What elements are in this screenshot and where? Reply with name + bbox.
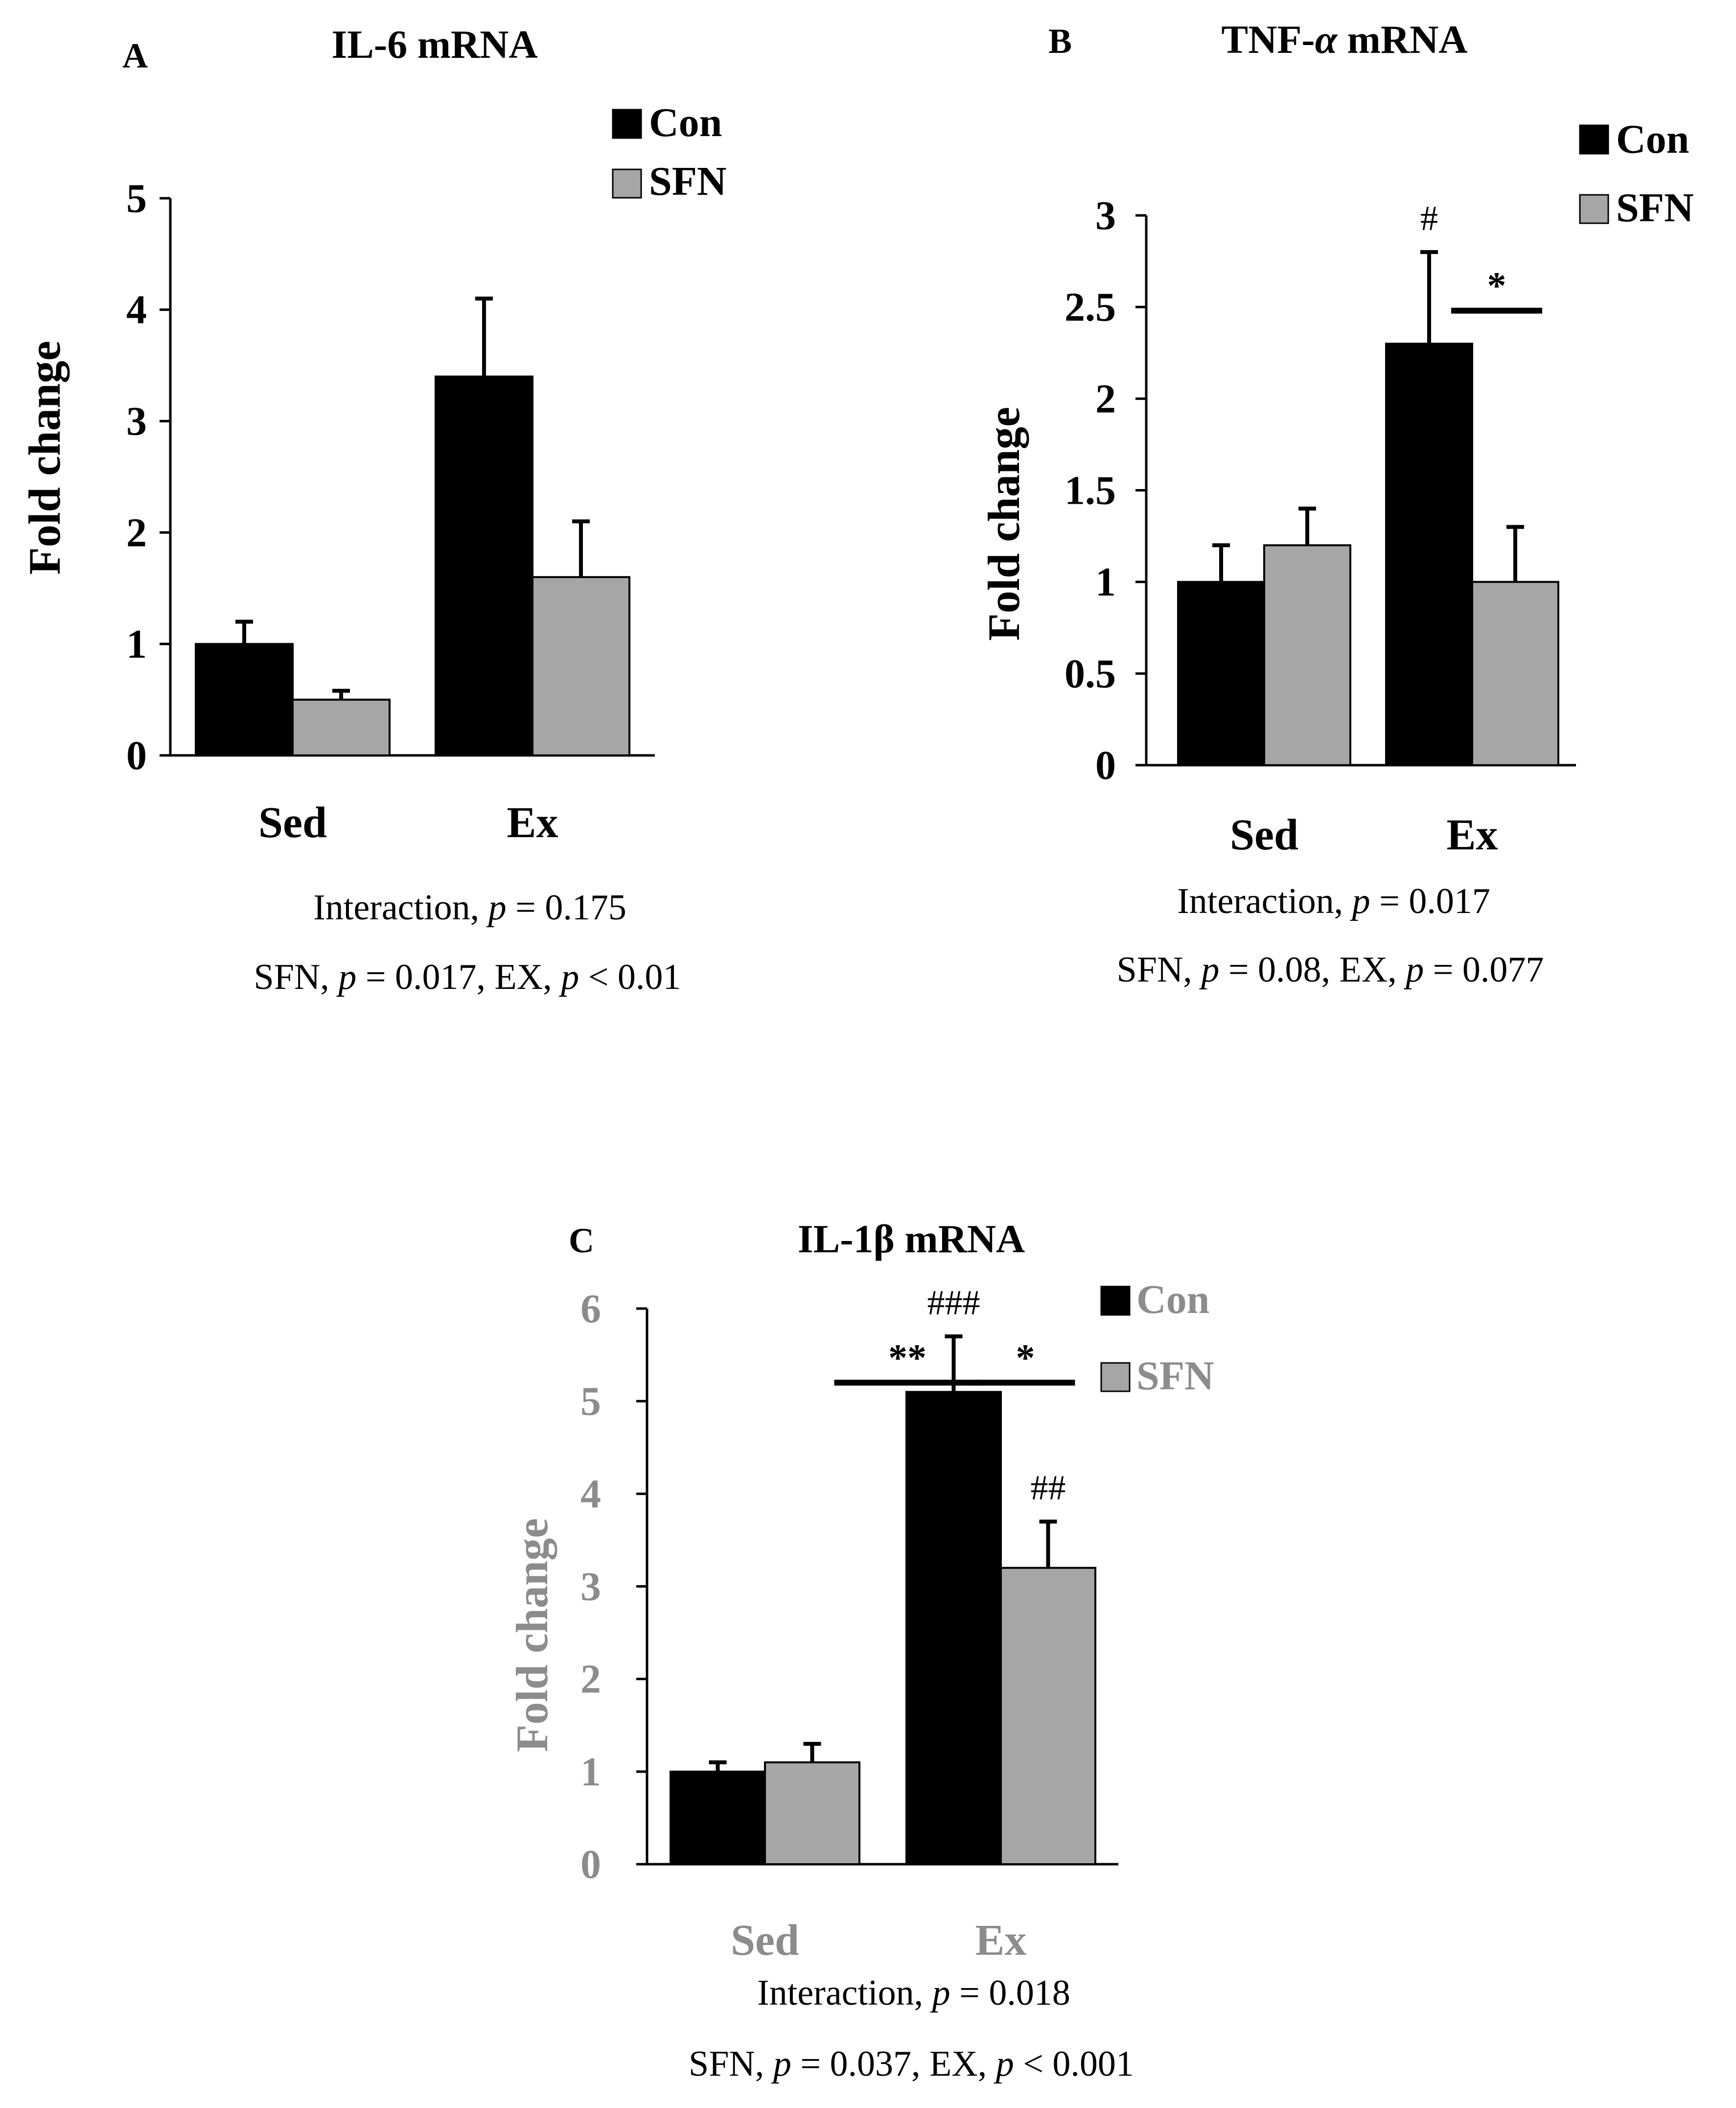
x-category-label: Sed: [1230, 811, 1298, 859]
bar-sfn-ex: [1000, 1567, 1096, 1866]
x-category-label: Ex: [507, 798, 558, 847]
x-category-label: Ex: [975, 1916, 1026, 1965]
y-tick-label: 3: [126, 398, 147, 444]
y-tick-label: 1: [1095, 560, 1116, 605]
significance-star: **: [888, 1336, 926, 1379]
bar-con-ex: [905, 1391, 1002, 1865]
significance-star: *: [1487, 264, 1506, 307]
y-tick-label: 0.5: [1065, 651, 1116, 697]
y-tick-label: 5: [126, 176, 147, 221]
legend-swatch-con: [1579, 124, 1609, 155]
panel-c-legend: Con SFN: [1100, 1277, 1214, 1399]
panel-a-stats-line-1: Interaction, p = 0.175: [313, 888, 626, 928]
panel-b-stats-line-2: SFN, p = 0.08, EX, p = 0.077: [1117, 950, 1544, 990]
panel-c-letter: C: [569, 1221, 594, 1260]
legend-label-sfn: SFN: [649, 159, 727, 204]
panel-a-legend: Con SFN: [612, 100, 727, 204]
legend-label-con: Con: [1136, 1277, 1209, 1322]
y-tick-label: 0: [1095, 743, 1116, 788]
panel-b-title: TNF-α mRNA: [1221, 17, 1467, 62]
panel-a-y-axis-title: Fold change: [20, 341, 69, 575]
x-category-label: Ex: [1446, 811, 1498, 859]
panel-c-stats-line-2: SFN, p = 0.037, EX, p < 0.001: [689, 2044, 1134, 2084]
legend-label-sfn: SFN: [1136, 1353, 1214, 1399]
y-tick-label: 6: [580, 1286, 601, 1332]
y-tick-label: 1.5: [1065, 468, 1116, 514]
panel-b-plot-area: 0 0.5 1 1.5 2 2.5 3 Sed Ex # *: [1065, 193, 1576, 859]
legend-swatch-sfn: [1579, 194, 1609, 224]
legend-label-con: Con: [1616, 117, 1689, 162]
panel-b-chart: B TNF-α mRNA Fold change Con SFN 0 0.5 1 1.…: [979, 17, 1694, 990]
bar-sfn-sed: [1263, 544, 1351, 767]
significance-marker: ##: [1031, 1468, 1066, 1507]
x-category-label: Sed: [258, 798, 327, 847]
bar-con-sed: [195, 643, 294, 757]
panel-b-legend: Con SFN: [1579, 117, 1694, 231]
panel-c-y-axis-title: Fold change: [507, 1518, 557, 1752]
legend-label-con: Con: [649, 100, 722, 145]
y-tick-label: 4: [580, 1471, 601, 1517]
bar-sfn-ex: [532, 576, 630, 756]
y-tick-label: 2: [580, 1657, 601, 1702]
y-tick-label: 3: [1095, 193, 1116, 238]
panel-a-title: IL-6 mRNA: [331, 22, 537, 67]
significance-star: *: [1016, 1336, 1035, 1379]
panel-a-stats-line-2: SFN, p = 0.017, EX, p < 0.01: [254, 957, 681, 997]
legend-swatch-con: [1100, 1286, 1131, 1316]
significance-marker: #: [1420, 199, 1438, 238]
y-tick-label: 3: [580, 1564, 601, 1610]
bar-sfn-sed: [764, 1761, 860, 1866]
y-tick-label: 2.5: [1065, 284, 1116, 330]
panel-a-chart: A IL-6 mRNA Fold change Con SFN 0 1 2 3 4 5 Se…: [20, 22, 727, 997]
y-tick-label: 1: [580, 1749, 601, 1795]
panel-a-letter: A: [122, 36, 148, 75]
panel-b-y-axis-title: Fold change: [979, 407, 1029, 641]
y-tick-label: 4: [126, 287, 147, 333]
legend-swatch-con: [612, 109, 642, 139]
legend-label-sfn: SFN: [1616, 185, 1694, 231]
panel-c-title: IL-1β mRNA: [798, 1217, 1025, 1261]
bar-con-sed: [670, 1770, 766, 1865]
y-tick-label: 2: [126, 510, 147, 556]
panel-c-stats-line-1: Interaction, p = 0.018: [757, 1973, 1070, 2013]
bar-sfn-sed: [292, 699, 391, 756]
significance-marker: ###: [927, 1283, 980, 1322]
panel-b-letter: B: [1048, 22, 1072, 61]
legend-swatch-sfn: [1100, 1362, 1131, 1392]
bar-con-ex: [1385, 343, 1473, 766]
legend-swatch-sfn: [612, 168, 642, 199]
y-tick-label: 2: [1095, 376, 1116, 422]
x-category-label: Sed: [731, 1916, 799, 1965]
panel-c-chart: C IL-1β mRNA Fold change Con SFN 0 1 2 3 4 5 6…: [507, 1217, 1214, 2084]
panel-a-plot-area: 0 1 2 3 4 5 Sed Ex: [126, 176, 655, 847]
bar-con-sed: [1177, 581, 1265, 766]
y-tick-label: 0: [580, 1842, 601, 1887]
y-tick-label: 1: [126, 621, 147, 667]
bar-sfn-ex: [1471, 581, 1559, 766]
bar-con-ex: [435, 375, 533, 756]
panel-b-stats-line-1: Interaction, p = 0.017: [1177, 881, 1490, 921]
y-tick-label: 0: [126, 733, 147, 778]
y-tick-label: 5: [580, 1379, 601, 1424]
